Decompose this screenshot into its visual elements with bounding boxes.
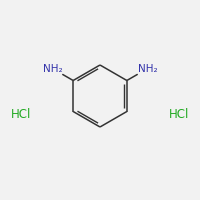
Text: NH₂: NH₂	[138, 64, 157, 73]
Text: HCl: HCl	[169, 108, 189, 120]
Text: NH₂: NH₂	[43, 64, 62, 73]
Text: HCl: HCl	[11, 108, 31, 120]
